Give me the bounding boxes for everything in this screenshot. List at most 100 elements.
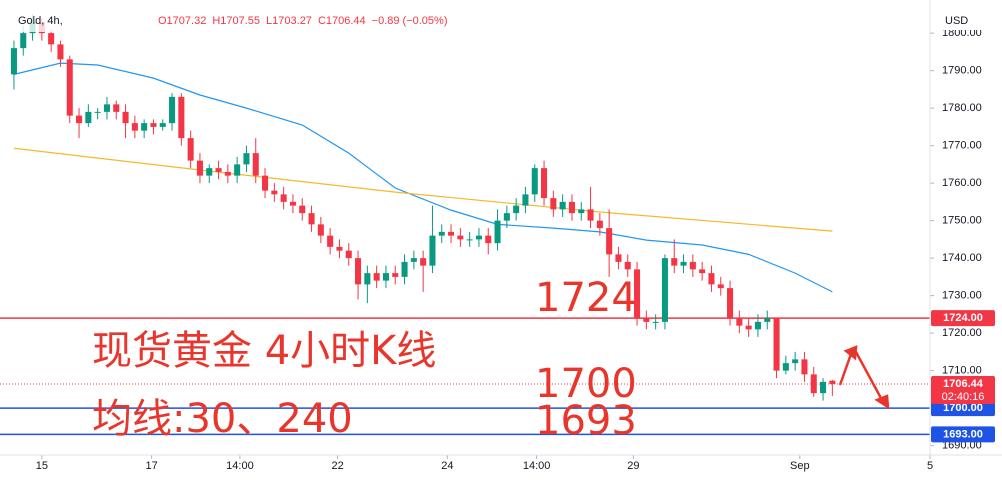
candle-body <box>122 111 129 124</box>
annotation: 1700 <box>535 361 637 407</box>
candle-body <box>373 273 380 281</box>
moving-average <box>13 147 833 232</box>
candle-body <box>615 254 622 262</box>
candle-body <box>522 194 529 206</box>
currency-bg <box>931 8 1001 30</box>
candle-body <box>550 198 557 210</box>
candle-body <box>661 258 668 322</box>
candle-body <box>745 325 752 330</box>
candle-body <box>503 213 510 221</box>
candle-body <box>382 273 389 281</box>
candle-body <box>559 201 566 210</box>
candle-body <box>773 318 780 371</box>
candle-body <box>66 59 73 116</box>
candle-body <box>457 235 464 240</box>
header-value: L1703.27 <box>266 15 312 27</box>
candle-body <box>410 258 417 262</box>
header-value: O1707.32 <box>158 15 206 27</box>
candle-body <box>420 258 427 266</box>
price-label-bg <box>931 400 995 417</box>
candle-body <box>131 123 138 131</box>
candle-body <box>355 258 362 285</box>
x-tick-label: 15 <box>36 460 48 472</box>
y-tick-label: 1790.00 <box>942 65 982 77</box>
candle-body <box>624 261 631 270</box>
candle-body <box>578 209 585 214</box>
x-tick-label: 22 <box>331 460 343 472</box>
candle-body <box>187 138 194 161</box>
candle-body <box>243 153 250 165</box>
candle-body <box>531 168 538 195</box>
candle-body <box>20 33 27 49</box>
last-price-label: 1706.44 <box>943 378 984 390</box>
annotation: 现货黄金 4小时K线 <box>92 328 436 374</box>
x-tick-label: 14:00 <box>226 460 254 472</box>
candle-body <box>48 33 55 45</box>
y-tick-label: 1760.00 <box>942 177 982 189</box>
x-tick-label: 17 <box>145 460 157 472</box>
price-label: 1700.00 <box>943 402 983 414</box>
candle-body <box>262 175 269 191</box>
candle-body <box>113 104 120 112</box>
axes: 1690.00 1710.00 1720.00 1730.00 1740.00 1750.… <box>36 27 995 472</box>
candle-body <box>159 123 166 127</box>
header: O1707.32 H1707.55 L1703.27 C1706.44 −0.89 (−… <box>158 15 448 27</box>
candle-body <box>196 160 203 176</box>
candle-body <box>252 153 259 176</box>
y-tick-label: 1780.00 <box>942 102 982 114</box>
candle-body <box>708 273 715 285</box>
candle-body <box>141 123 148 131</box>
candle-body <box>801 359 808 375</box>
candle-body <box>401 261 408 277</box>
candle-body <box>717 284 724 289</box>
candle-body <box>103 104 110 112</box>
x-tick-label: 14:00 <box>523 460 551 472</box>
candle-body <box>513 205 520 214</box>
candle-body <box>299 205 306 214</box>
candle-body <box>280 194 287 202</box>
price-label-bg <box>931 310 995 327</box>
candle-body <box>727 288 734 319</box>
candle-body <box>810 374 817 394</box>
candle-body <box>541 168 548 199</box>
candle-body <box>652 321 659 323</box>
candle-body <box>754 321 761 330</box>
price-label-bg <box>931 426 995 443</box>
symbol: Gold, 4h, <box>18 15 63 27</box>
candle-body <box>699 269 706 274</box>
y-tick-label: 1770.00 <box>942 140 982 152</box>
candle-body <box>271 190 278 195</box>
candle-body <box>596 220 603 229</box>
candle-body <box>438 231 445 236</box>
candle-body <box>466 239 473 241</box>
candle-body <box>308 213 315 225</box>
y-tick-label: 1690.00 <box>942 440 982 452</box>
arrows <box>838 345 890 410</box>
price-label: 1693.00 <box>943 428 983 440</box>
candle-body <box>224 171 231 176</box>
candle-body <box>829 380 836 384</box>
header-value: C1706.44 <box>318 15 366 27</box>
candle-body <box>327 235 334 247</box>
candle-body <box>76 115 83 124</box>
candle-body <box>364 273 371 285</box>
candle-body <box>57 44 64 60</box>
candle-body <box>764 318 771 322</box>
y-tick-label: 1800.00 <box>942 27 982 39</box>
header-value: −0.89 (−0.05%) <box>372 15 448 27</box>
candle-body <box>587 209 594 221</box>
candle-body <box>289 201 296 206</box>
candle-body <box>448 231 455 236</box>
candle-body <box>234 164 241 176</box>
candle-body <box>429 235 436 266</box>
candle-body <box>689 261 696 270</box>
candle-body <box>345 250 352 259</box>
candle-body <box>317 224 324 236</box>
candle-body <box>782 363 789 371</box>
candle-body <box>475 235 482 240</box>
arrow-down <box>854 351 884 401</box>
candle-body <box>680 261 687 266</box>
candle-body <box>606 228 613 255</box>
countdown: 02:40:16 <box>942 391 985 403</box>
